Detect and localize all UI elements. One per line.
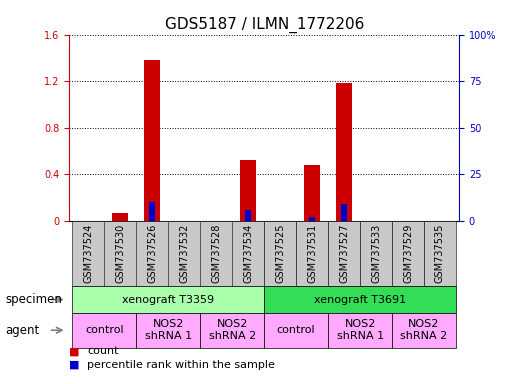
Text: GSM737524: GSM737524 — [84, 224, 93, 283]
Text: GSM737530: GSM737530 — [115, 224, 125, 283]
Text: GSM737528: GSM737528 — [211, 224, 221, 283]
Text: NOS2
shRNA 2: NOS2 shRNA 2 — [209, 319, 256, 341]
Bar — [112, 213, 128, 221]
Bar — [240, 160, 256, 221]
Text: xenograft T3359: xenograft T3359 — [122, 295, 214, 305]
Bar — [341, 204, 347, 221]
Text: GSM737529: GSM737529 — [403, 224, 413, 283]
Text: percentile rank within the sample: percentile rank within the sample — [87, 360, 275, 370]
Text: GSM737534: GSM737534 — [243, 224, 253, 283]
Text: NOS2
shRNA 1: NOS2 shRNA 1 — [337, 319, 384, 341]
Text: count: count — [87, 346, 119, 356]
Text: ■: ■ — [69, 360, 80, 370]
Bar — [336, 83, 352, 221]
Title: GDS5187 / ILMN_1772206: GDS5187 / ILMN_1772206 — [165, 17, 364, 33]
Text: agent: agent — [5, 324, 40, 337]
Bar — [245, 210, 251, 221]
Text: GSM737526: GSM737526 — [147, 224, 157, 283]
Text: GSM737532: GSM737532 — [180, 224, 189, 283]
Bar — [144, 60, 161, 221]
Bar — [309, 217, 315, 221]
Bar — [304, 165, 320, 221]
Text: ■: ■ — [69, 346, 80, 356]
Text: NOS2
shRNA 1: NOS2 shRNA 1 — [145, 319, 192, 341]
Text: control: control — [85, 325, 124, 335]
Bar — [149, 202, 155, 221]
Text: GSM737531: GSM737531 — [307, 224, 317, 283]
Text: specimen: specimen — [5, 293, 62, 306]
Text: NOS2
shRNA 2: NOS2 shRNA 2 — [400, 319, 448, 341]
Text: control: control — [277, 325, 315, 335]
Text: GSM737533: GSM737533 — [371, 224, 381, 283]
Text: GSM737527: GSM737527 — [339, 224, 349, 283]
Text: GSM737525: GSM737525 — [275, 224, 285, 283]
Text: GSM737535: GSM737535 — [435, 224, 445, 283]
Text: xenograft T3691: xenograft T3691 — [314, 295, 406, 305]
